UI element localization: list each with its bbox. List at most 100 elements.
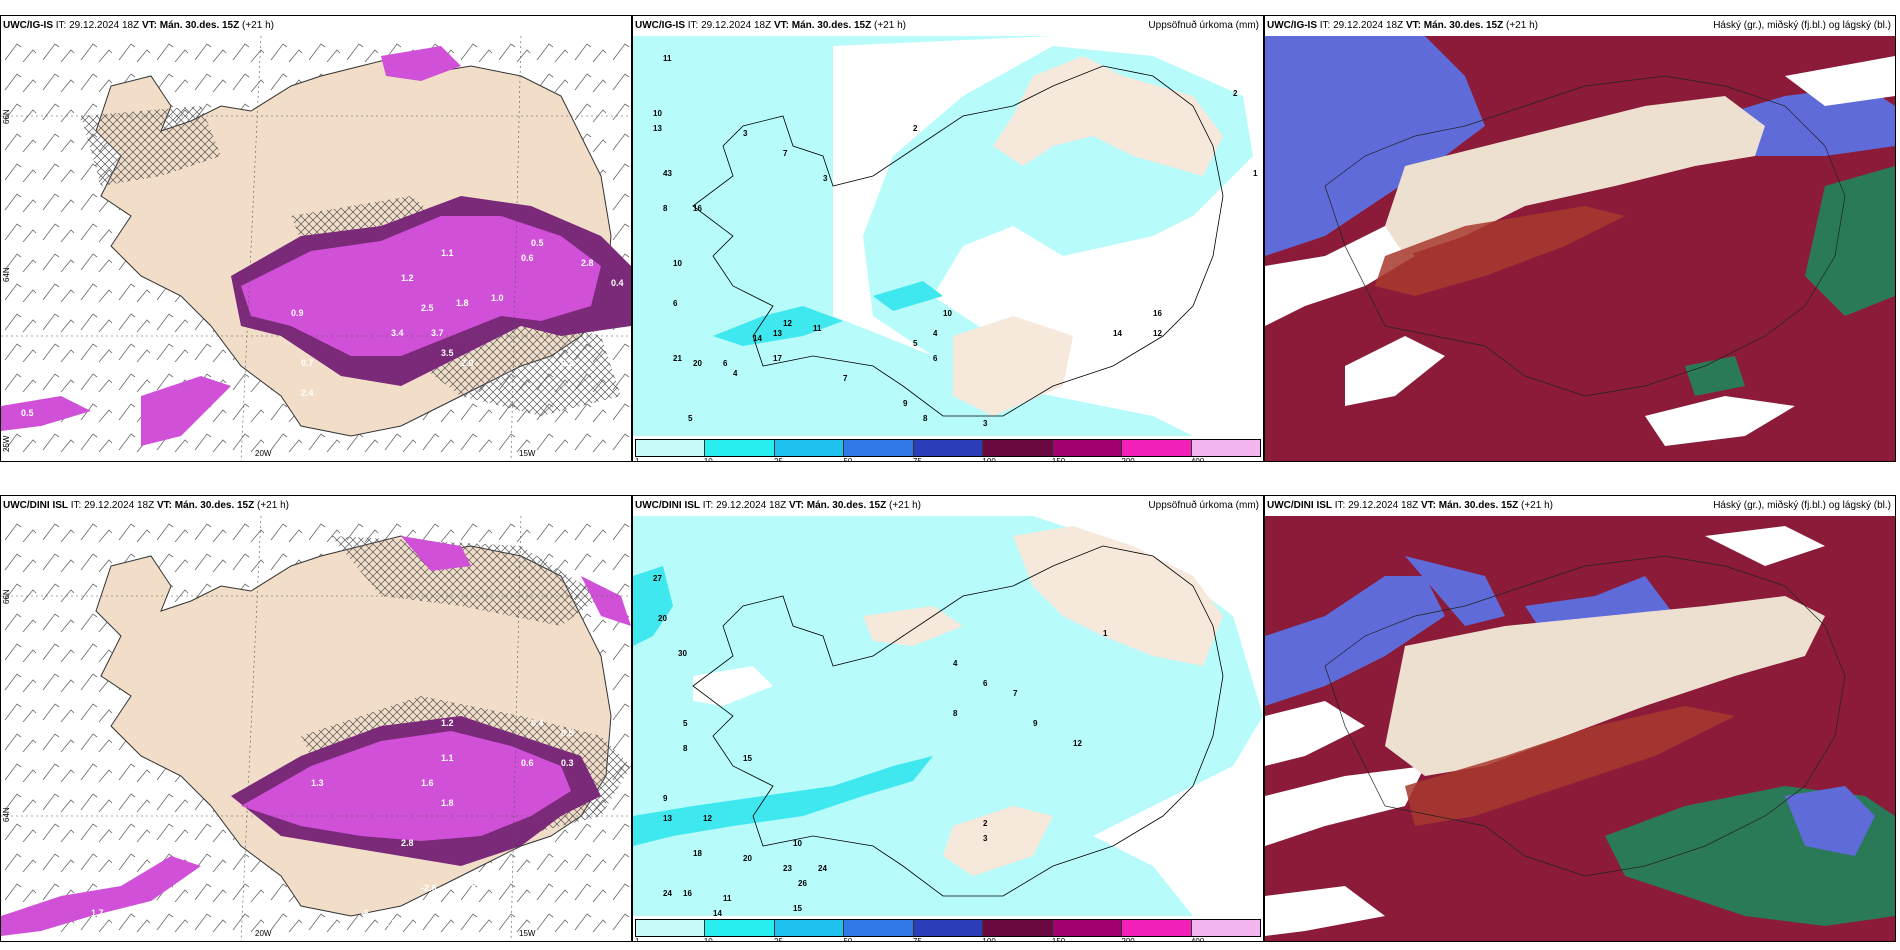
value-labels: 0.5 1.1 1.2 2.5 1.8 0.9 3.4 3.7 3.5 2.9 2.4 1.5 0.7 0… bbox=[21, 238, 624, 428]
map-value-label: 5 bbox=[683, 719, 688, 728]
vt-value: Mán. 30.des. 15Z bbox=[159, 20, 240, 31]
map-value-label: 15 bbox=[743, 754, 752, 763]
snowfall-band bbox=[241, 216, 601, 356]
legend-swatch bbox=[1191, 440, 1260, 456]
legend-swatch bbox=[705, 920, 775, 936]
panel-snow-igis: UWC/IG-IS IT: 29.12.2024 18Z VT: Mán. 30… bbox=[0, 15, 632, 462]
graticule bbox=[1, 516, 631, 941]
it-value: 29.12.2024 18Z bbox=[69, 20, 140, 31]
legend-tick: 100 bbox=[982, 937, 996, 942]
legend-swatch bbox=[983, 440, 1053, 456]
map-value-label: -2.6 bbox=[421, 883, 437, 893]
map-value-label: 20 bbox=[693, 359, 702, 368]
legend-colorbar bbox=[635, 919, 1261, 937]
lead-time: (+21 h) bbox=[257, 500, 289, 511]
legend-tick: 400 bbox=[1190, 457, 1205, 462]
map-value-label: 1.0 bbox=[491, 293, 504, 303]
legend-tick: 1 bbox=[635, 457, 640, 462]
vt-label: VT: bbox=[1405, 20, 1421, 31]
map-value-label: 8 bbox=[683, 744, 688, 753]
map-value-label: 1 bbox=[1253, 169, 1258, 178]
map-value-label: 0.5 bbox=[561, 728, 574, 738]
panel-clouds-igis: UWC/IG-IS IT: 29.12.2024 18Z VT: Mán. 30… bbox=[1264, 15, 1896, 462]
map-value-label: 12 bbox=[783, 319, 792, 328]
vt-label: VT: bbox=[1420, 500, 1436, 511]
cloud-map-canvas bbox=[1265, 36, 1895, 461]
map-value-label: 12 bbox=[1153, 329, 1162, 338]
model-name: UWC/IG-IS bbox=[1267, 20, 1317, 31]
legend-tick: 75 bbox=[912, 457, 922, 462]
map-value-label: 4 bbox=[933, 329, 938, 338]
cloud-low-blue bbox=[1265, 36, 1895, 256]
map-value-label: 3.5 bbox=[441, 348, 454, 358]
map-value-label: 2 bbox=[1233, 89, 1238, 98]
precip-map-canvas: 2720305815913121816241114202326241015142… bbox=[633, 516, 1263, 916]
map-value-label: 1.1 bbox=[441, 248, 454, 258]
field-title: Háský (gr.), miðský (fj.bl.) og lágský (… bbox=[1713, 500, 1891, 511]
map-value-label: 9 bbox=[903, 399, 908, 408]
map-value-label: 5 bbox=[913, 339, 918, 348]
legend-swatch bbox=[913, 920, 984, 936]
legend-tick: 10 bbox=[703, 457, 713, 462]
map-value-label: 1.2 bbox=[401, 273, 414, 283]
legend-swatch bbox=[1052, 920, 1123, 936]
map-value-label: 8 bbox=[663, 204, 668, 213]
map-value-label: 2.9 bbox=[461, 358, 474, 368]
map-value-label: 20 bbox=[658, 614, 667, 623]
map-value-label: 8 bbox=[923, 414, 928, 423]
cloud-high bbox=[1385, 596, 1825, 776]
panel-precip-dini: UWC/DINI ISL IT: 29.12.2024 18Z VT: Mán.… bbox=[632, 495, 1264, 942]
panel-header: UWC/IG-IS IT: 29.12.2024 18Z VT: Mán. 30… bbox=[1, 16, 631, 36]
value-labels: 0.4 0.5 1.2 1.1 1.6 1.8 1.3 2.5 1.5 2.8 1.7 0.3 0.6 -… bbox=[91, 718, 574, 928]
map-value-label: 1.7 bbox=[91, 908, 104, 918]
legend-ticks: 1 10 25 50 75 100 150 200 400 bbox=[635, 937, 1261, 942]
cloud-green bbox=[1685, 166, 1895, 396]
map-value-label: 16 bbox=[1153, 309, 1162, 318]
map-value-label: 1.6 bbox=[421, 778, 434, 788]
map-value-label: 1.5 bbox=[256, 868, 269, 878]
cloud-map-canvas bbox=[1265, 516, 1895, 941]
cloud-high bbox=[1385, 96, 1765, 256]
map-value-label: 26 bbox=[798, 879, 807, 888]
it-label: IT: bbox=[687, 20, 699, 31]
lead-time: (+21 h) bbox=[1521, 500, 1553, 511]
map-value-label: 3.7 bbox=[431, 328, 444, 338]
model-name: UWC/DINI ISL bbox=[635, 500, 700, 511]
map-value-label: 6 bbox=[983, 679, 988, 688]
map-value-label: 2 bbox=[913, 124, 918, 133]
lon-label: 15W bbox=[519, 449, 536, 458]
dry-area-west bbox=[693, 666, 773, 706]
map-value-label: 0.4 bbox=[531, 718, 544, 728]
lat-label: 64N bbox=[2, 807, 11, 822]
dry-area bbox=[1033, 516, 1263, 916]
map-value-label: 1.2 bbox=[441, 718, 454, 728]
lat-label: 64N bbox=[2, 267, 11, 282]
field-title: Uppsöfnuð úrkoma (mm) bbox=[1148, 500, 1259, 511]
map-value-label: 11 bbox=[663, 54, 672, 63]
map-value-label: -1.7 bbox=[91, 918, 107, 928]
map-value-label: 7 bbox=[1013, 689, 1018, 698]
lead-time: (+21 h) bbox=[874, 20, 906, 31]
snow-map-canvas: 0.4 0.5 1.2 1.1 1.6 1.8 1.3 2.5 1.5 2.8 1.7 0.3 0.6 -… bbox=[1, 516, 631, 941]
map-value-label: 1.1 bbox=[441, 753, 454, 763]
lat-label: 66N bbox=[2, 109, 11, 124]
legend-tick: 100 bbox=[982, 457, 996, 462]
map-value-label: 3 bbox=[823, 174, 828, 183]
map-value-label: -1.8 bbox=[381, 918, 397, 928]
legend-tick: 25 bbox=[773, 937, 783, 942]
vt-value: Mán. 30.des. 15Z bbox=[791, 20, 872, 31]
map-value-label: 0.7 bbox=[301, 358, 314, 368]
it-label: IT: bbox=[1319, 20, 1331, 31]
legend-swatch bbox=[844, 440, 914, 456]
map-value-label: 10 bbox=[793, 839, 802, 848]
map-value-label: 27 bbox=[653, 574, 662, 583]
snowfall-band bbox=[1, 731, 571, 936]
panel-clouds-dini: UWC/DINI ISL IT: 29.12.2024 18Z VT: Mán.… bbox=[1264, 495, 1896, 942]
panel-header: UWC/DINI ISL IT: 29.12.2024 18Z VT: Mán.… bbox=[633, 496, 1263, 516]
model-name: UWC/IG-IS bbox=[3, 20, 53, 31]
land-nonprecip bbox=[863, 526, 1223, 876]
map-value-label: 24 bbox=[663, 889, 672, 898]
map-value-label: 43 bbox=[663, 169, 672, 178]
lead-time: (+21 h) bbox=[889, 500, 921, 511]
lon-label: 20W bbox=[255, 929, 272, 938]
